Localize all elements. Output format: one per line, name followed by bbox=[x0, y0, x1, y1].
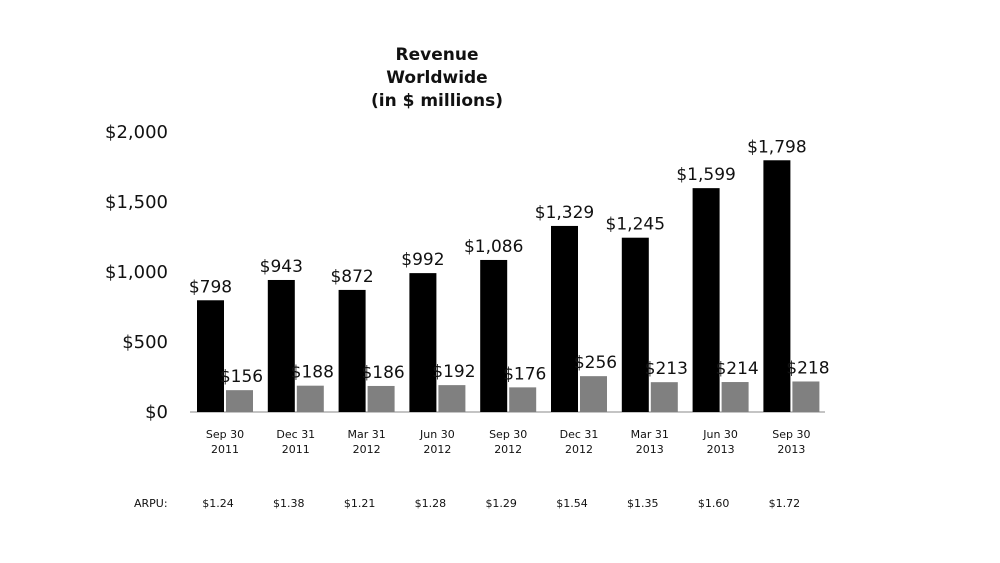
data-label-second-series: $256 bbox=[574, 353, 617, 373]
data-label-revenue: $1,798 bbox=[747, 137, 806, 157]
bar-second-series bbox=[580, 376, 607, 412]
bar-revenue bbox=[763, 160, 791, 412]
arpu-value: $1.29 bbox=[485, 497, 517, 510]
data-label-second-series: $186 bbox=[361, 363, 404, 383]
x-tick-label: Jun 30 2012 bbox=[419, 428, 455, 456]
data-label-second-series: $213 bbox=[645, 359, 688, 379]
bar-revenue bbox=[551, 225, 578, 412]
chart-title-line: Revenue bbox=[396, 45, 479, 65]
data-label-revenue: $992 bbox=[401, 250, 444, 270]
arpu-value: $1.28 bbox=[415, 497, 447, 510]
arpu-label: ARPU: bbox=[134, 497, 168, 510]
arpu-value: $1.60 bbox=[698, 497, 730, 510]
bar-revenue bbox=[480, 259, 508, 412]
data-label-revenue: $1,245 bbox=[606, 215, 665, 235]
x-tick-label: Mar 31 2012 bbox=[347, 428, 385, 456]
chart-title-line: Worldwide bbox=[386, 68, 487, 88]
bar-second-series bbox=[509, 387, 537, 412]
bar-revenue bbox=[692, 188, 720, 412]
data-label-second-series: $188 bbox=[291, 363, 334, 383]
y-tick-label: $1,500 bbox=[105, 192, 168, 213]
data-label-revenue: $1,599 bbox=[676, 165, 735, 185]
bar-revenue bbox=[197, 300, 224, 412]
data-label-revenue: $1,329 bbox=[535, 203, 594, 223]
data-label-second-series: $214 bbox=[715, 359, 758, 379]
bar-second-series bbox=[296, 385, 324, 412]
data-label-second-series: $176 bbox=[503, 364, 546, 384]
y-tick-label: $2,000 bbox=[105, 122, 168, 143]
chart-title: Revenue Worldwide (in $ millions) bbox=[371, 45, 503, 111]
bar-second-series bbox=[792, 381, 820, 412]
data-label-second-series: $192 bbox=[432, 362, 475, 382]
y-tick-label: $500 bbox=[122, 332, 168, 353]
bars bbox=[197, 160, 820, 412]
bar-revenue bbox=[338, 289, 366, 412]
data-label-revenue: $1,086 bbox=[464, 237, 523, 257]
arpu-value: $1.54 bbox=[556, 497, 588, 510]
arpu-value: $1.21 bbox=[344, 497, 376, 510]
bar-revenue bbox=[621, 237, 649, 412]
bar-second-series bbox=[650, 382, 678, 412]
x-tick-label: Sep 30 2013 bbox=[772, 428, 810, 456]
bar-second-series bbox=[721, 382, 749, 412]
bar-second-series bbox=[438, 385, 466, 412]
data-label-revenue: $943 bbox=[260, 257, 303, 277]
arpu-value: $1.35 bbox=[627, 497, 659, 510]
x-axis-ticks: Sep 30 2011 Dec 31 2011 Mar 31 2012 Jun 30 2012… bbox=[206, 428, 811, 456]
data-label-second-series: $218 bbox=[786, 358, 829, 378]
bar-second-series bbox=[226, 390, 253, 412]
arpu-row: ARPU: $1.24 $1.38 $1.21 $1.28 $1.29 $1.54 $1.35… bbox=[134, 497, 800, 510]
arpu-value: $1.38 bbox=[273, 497, 305, 510]
data-label-second-series: $156 bbox=[220, 367, 263, 387]
arpu-value: $1.24 bbox=[202, 497, 234, 510]
y-tick-label: $1,000 bbox=[105, 262, 168, 283]
arpu-value: $1.72 bbox=[769, 497, 801, 510]
bar-revenue bbox=[267, 279, 295, 412]
chart-title-line: (in $ millions) bbox=[371, 91, 503, 111]
bar-revenue bbox=[409, 273, 437, 412]
x-tick-label: Dec 31 2012 bbox=[560, 428, 599, 456]
data-label-revenue: $872 bbox=[330, 267, 373, 287]
y-tick-label: $0 bbox=[145, 402, 168, 423]
y-axis-ticks: $0 $500 $1,000 $1,500 $2,000 bbox=[105, 122, 168, 423]
x-tick-label: Mar 31 2013 bbox=[631, 428, 669, 456]
data-label-revenue: $798 bbox=[189, 277, 232, 297]
data-labels: $798 $156 $943 $188 $872 $186 $992 $192 $1,086 $1… bbox=[189, 137, 830, 387]
x-tick-label: Dec 31 2011 bbox=[276, 428, 315, 456]
x-tick-label: Sep 30 2011 bbox=[206, 428, 244, 456]
x-tick-label: Jun 30 2013 bbox=[702, 428, 738, 456]
x-tick-label: Sep 30 2012 bbox=[489, 428, 527, 456]
bar-second-series bbox=[367, 385, 395, 412]
